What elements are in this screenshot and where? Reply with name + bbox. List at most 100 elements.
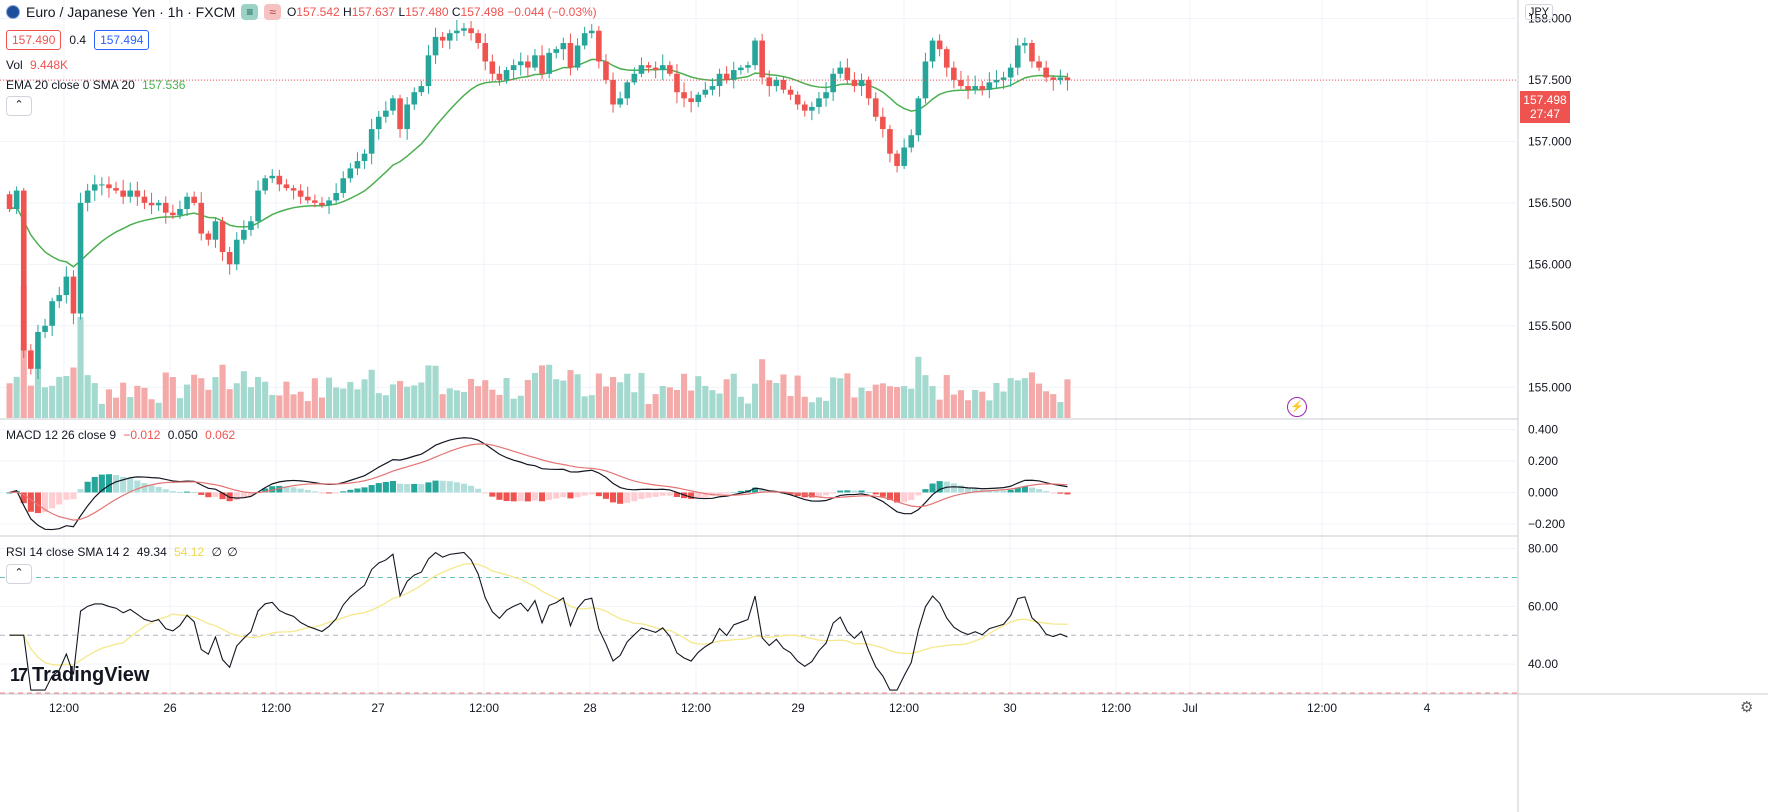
ema-legend[interactable]: EMA 20 close 0 SMA 20 157.536 bbox=[6, 78, 185, 92]
candle-body bbox=[880, 116, 886, 130]
macd-hist-bar bbox=[297, 488, 304, 493]
currency-label[interactable]: JPY bbox=[1525, 4, 1553, 20]
macd-hist-bar bbox=[162, 489, 169, 493]
volume-bar bbox=[673, 389, 680, 418]
volume-bar bbox=[631, 392, 638, 418]
macd-hist-bar bbox=[993, 490, 1000, 493]
macd-hist-bar bbox=[63, 492, 70, 500]
volume-bar bbox=[766, 380, 773, 418]
macd-hist-bar bbox=[894, 492, 901, 503]
volume-bar bbox=[418, 382, 425, 418]
volume-bar bbox=[404, 386, 411, 418]
macd-hist-bar bbox=[176, 491, 183, 493]
candle-body bbox=[745, 65, 751, 68]
macd-hist-bar bbox=[965, 487, 972, 493]
buy-price-button[interactable]: 157.494 bbox=[94, 30, 150, 50]
candle-body bbox=[432, 36, 439, 56]
candle-body bbox=[865, 79, 872, 99]
bid-ask-row: 157.490 0.4 157.494 bbox=[6, 30, 150, 50]
candle-body bbox=[191, 196, 197, 203]
spread-value: 0.4 bbox=[69, 33, 87, 47]
volume-bar bbox=[602, 386, 609, 418]
macd-hist-bar bbox=[737, 490, 744, 493]
volume-bar bbox=[91, 383, 98, 418]
x-tick-label: 12:00 bbox=[1101, 701, 1131, 715]
candle-body bbox=[368, 129, 375, 154]
candle-body bbox=[170, 212, 176, 216]
candle-body bbox=[411, 92, 418, 105]
macd-hist-bar bbox=[262, 488, 269, 493]
macd-hist-bar bbox=[730, 491, 737, 493]
candle-body bbox=[390, 98, 396, 111]
candle-body bbox=[894, 153, 900, 166]
candle-body bbox=[773, 79, 780, 87]
volume-legend[interactable]: Vol 9.448K bbox=[6, 58, 68, 72]
collapse-legend-button[interactable]: ⌃ bbox=[6, 96, 32, 116]
macd-hist-bar bbox=[326, 492, 333, 494]
candle-body bbox=[148, 202, 155, 206]
macd-hist-bar bbox=[560, 492, 567, 498]
volume-bar bbox=[148, 399, 155, 418]
macd-hist-bar bbox=[666, 492, 673, 496]
volume-bar bbox=[375, 393, 382, 418]
macd-hist-bar bbox=[752, 487, 759, 493]
macd-hist-bar bbox=[1043, 491, 1050, 493]
wave-icon[interactable]: ≈ bbox=[264, 4, 281, 20]
macd-hist-bar bbox=[815, 492, 822, 497]
volume-bar bbox=[794, 375, 801, 418]
candle-body bbox=[326, 200, 332, 206]
macd-label: MACD 12 26 close 9 bbox=[6, 428, 117, 442]
x-tick-label: Jul bbox=[1182, 701, 1197, 715]
volume-bar bbox=[1021, 378, 1028, 418]
candle-body bbox=[610, 79, 616, 105]
volume-bar bbox=[539, 365, 546, 418]
volume-bar bbox=[716, 393, 723, 418]
volume-bar bbox=[702, 385, 709, 418]
candle-body bbox=[801, 104, 808, 111]
volume-bar bbox=[27, 385, 34, 418]
tradingview-logo[interactable]: 17 TradingView bbox=[10, 664, 149, 687]
volume-bar bbox=[886, 386, 893, 418]
volume-bar bbox=[318, 397, 325, 418]
rsi-sma-line bbox=[9, 562, 1068, 666]
candle-body bbox=[56, 295, 63, 302]
candle-body bbox=[482, 43, 489, 62]
collapse-rsi-button[interactable]: ⌃ bbox=[6, 564, 32, 584]
gear-icon[interactable]: ⚙ bbox=[1740, 699, 1754, 716]
candle-body bbox=[1022, 43, 1028, 46]
candle-body bbox=[525, 61, 531, 68]
symbol-title[interactable]: Euro / Japanese Yen · 1h · FXCM bbox=[26, 4, 236, 20]
tradingview-logo-icon: 17 bbox=[10, 665, 28, 685]
candle-body bbox=[766, 77, 773, 87]
macd-hist-bar bbox=[397, 483, 404, 493]
candle-body bbox=[63, 276, 70, 296]
candle-body bbox=[581, 33, 588, 46]
volume-bar bbox=[482, 380, 489, 418]
sell-price-button[interactable]: 157.490 bbox=[6, 30, 62, 50]
candle-body bbox=[837, 67, 844, 74]
candle-body bbox=[1057, 77, 1064, 80]
candle-body bbox=[35, 331, 41, 369]
candle-body bbox=[276, 175, 283, 185]
volume-bar bbox=[84, 375, 91, 418]
candle-body bbox=[816, 98, 822, 107]
volume-bar bbox=[588, 395, 595, 418]
macd-hist-bar bbox=[127, 478, 134, 493]
x-tick-label: 4 bbox=[1424, 701, 1431, 715]
lightning-icon[interactable]: ⚡ bbox=[1287, 397, 1307, 417]
candle-body bbox=[901, 147, 907, 166]
macd-hist-value: −0.012 bbox=[123, 428, 161, 442]
candle-body bbox=[936, 40, 943, 50]
macd-hist-bar bbox=[865, 491, 872, 493]
macd-legend[interactable]: MACD 12 26 close 9 −0.012 0.050 0.062 bbox=[6, 428, 235, 442]
volume-bar bbox=[823, 400, 830, 418]
candle-body bbox=[155, 202, 162, 206]
rsi-legend[interactable]: RSI 14 close SMA 14 2 49.34 54.12 ∅ ∅ bbox=[6, 545, 238, 559]
candle-body bbox=[113, 188, 119, 191]
macd-hist-bar bbox=[879, 492, 886, 497]
macd-hist-bar bbox=[794, 492, 801, 497]
hamburger-icon[interactable]: ≡ bbox=[241, 4, 259, 20]
volume-bar bbox=[13, 376, 20, 418]
volume-bar bbox=[1014, 380, 1021, 418]
